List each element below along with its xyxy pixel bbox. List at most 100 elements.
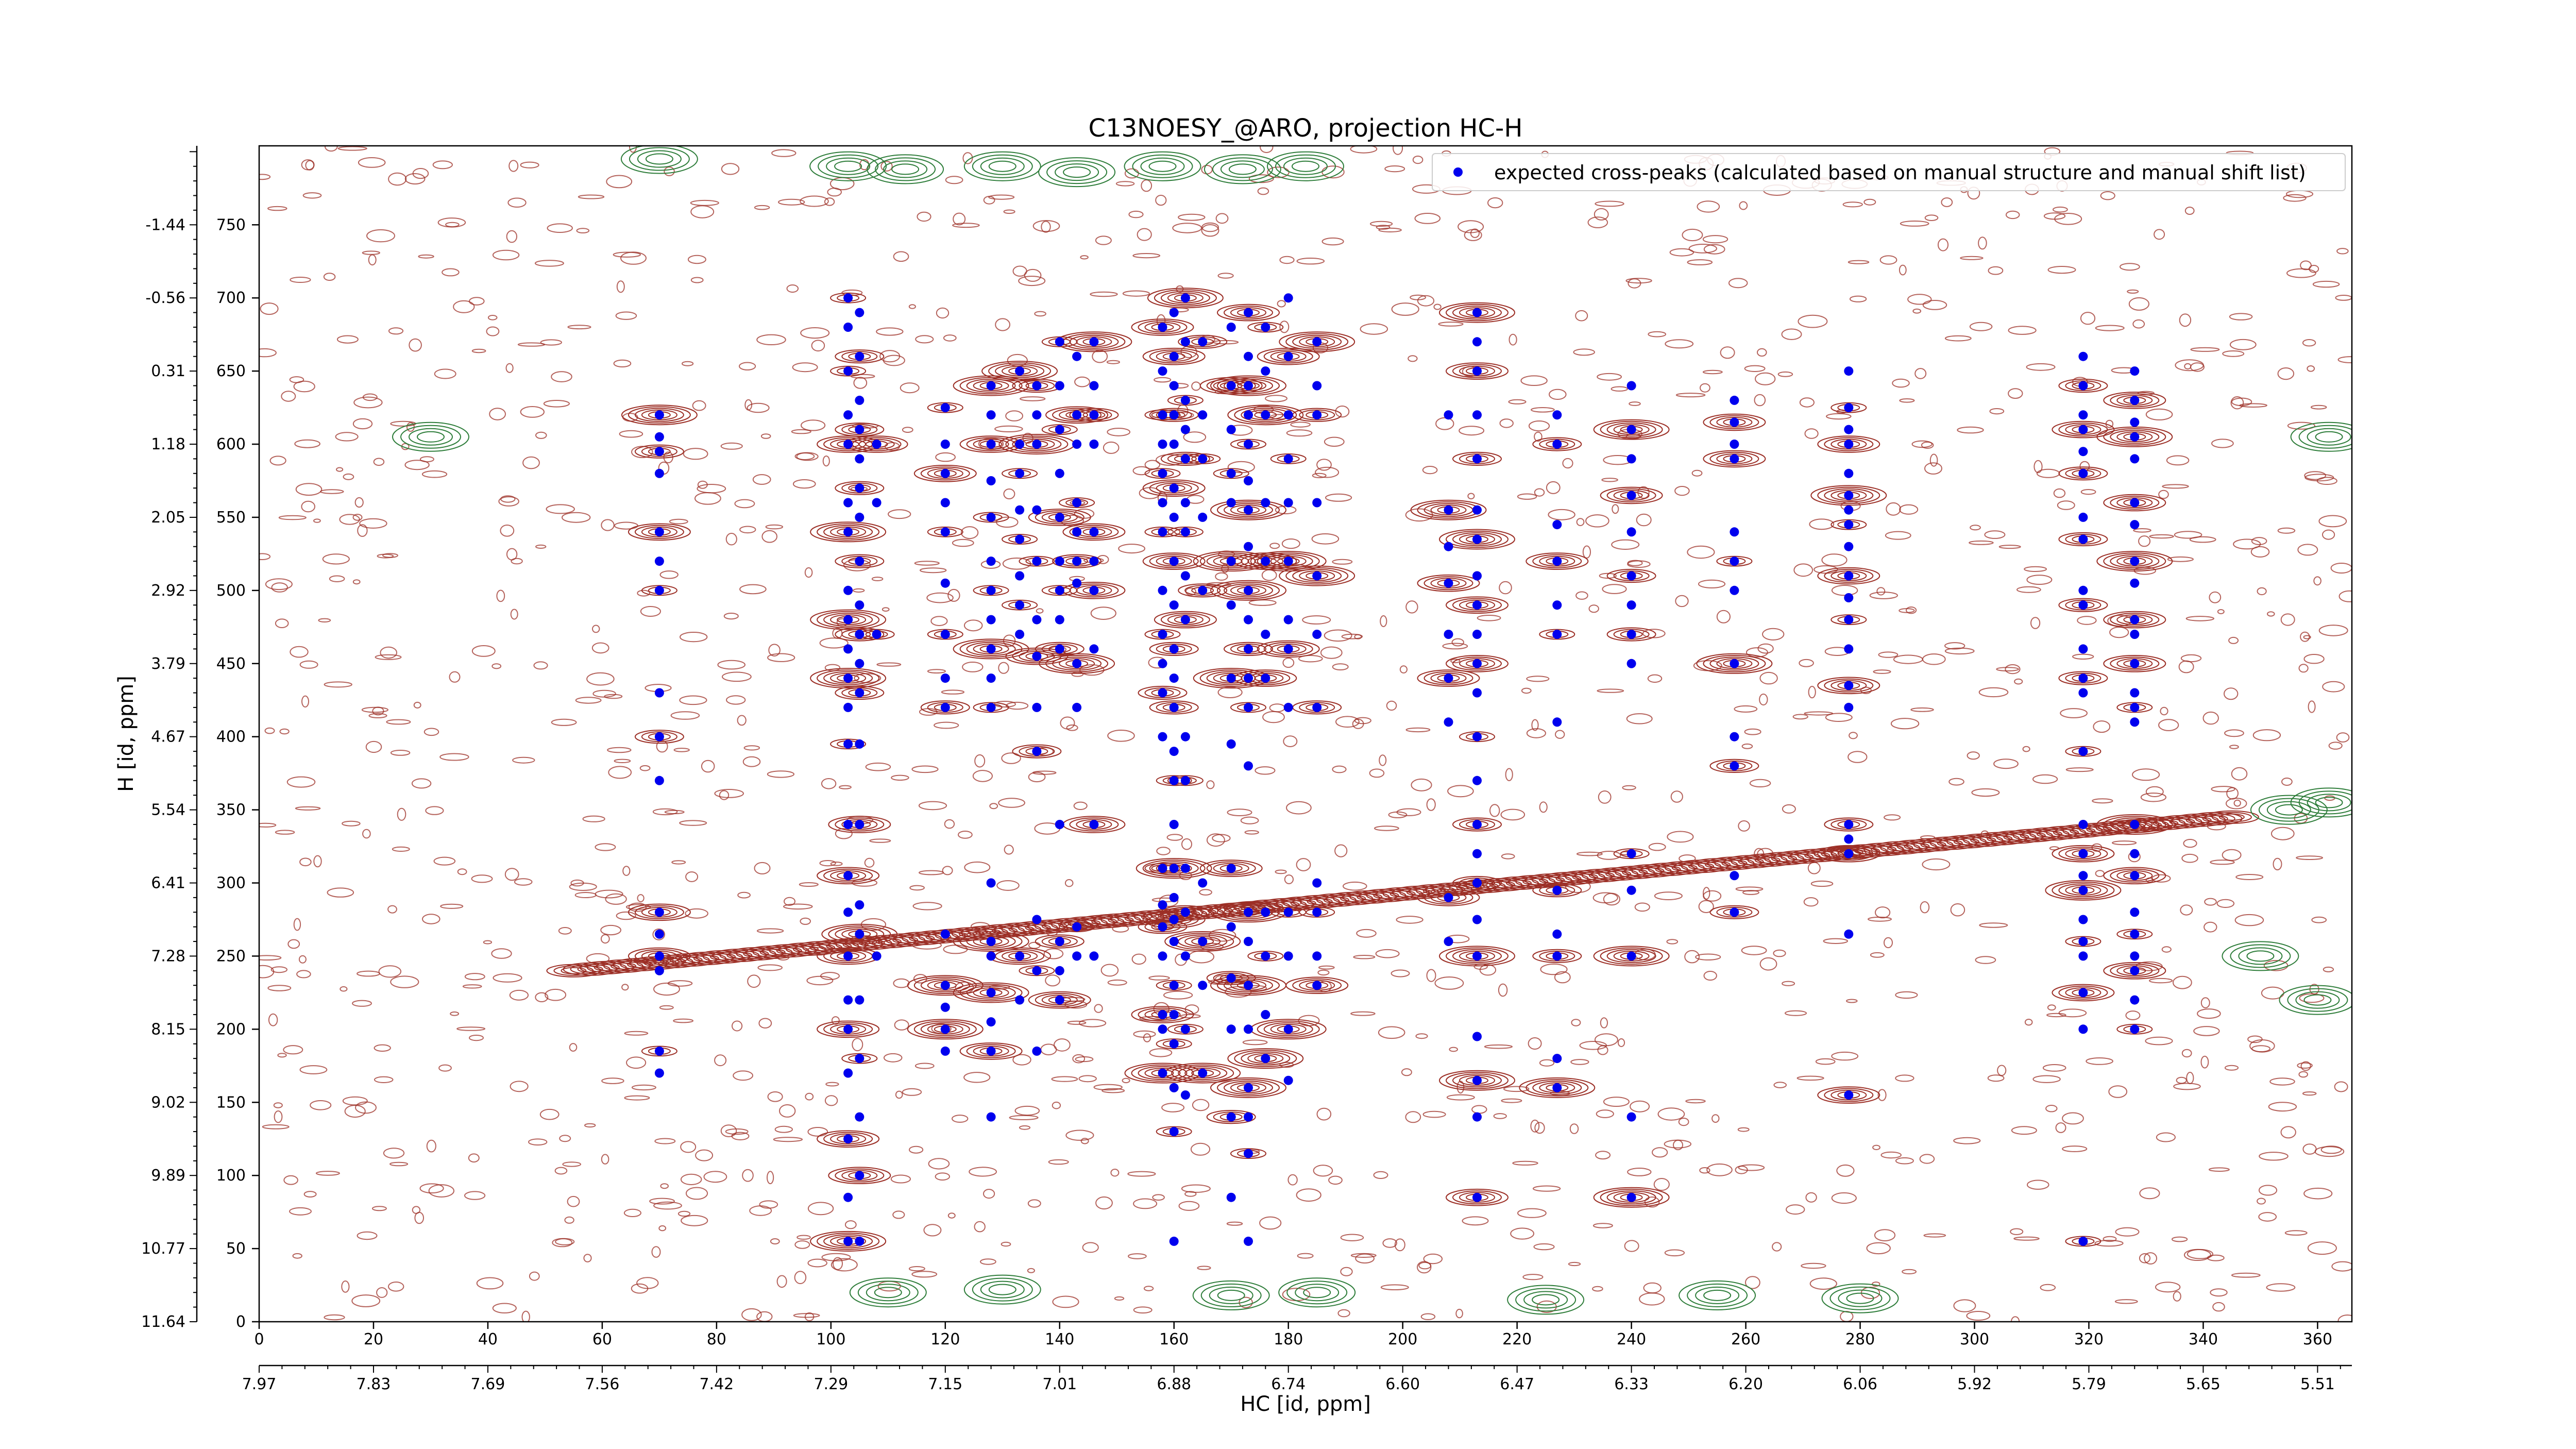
noise-contour (1201, 224, 1219, 237)
noise-contour (456, 1026, 486, 1031)
cross-peak (1244, 761, 1253, 771)
peak-contour (927, 526, 963, 537)
noise-contour (1997, 1065, 2007, 1076)
noise-contour (1877, 1089, 1887, 1101)
noise-contour (784, 897, 795, 906)
cross-peak (986, 557, 996, 566)
cross-peak (1089, 337, 1099, 347)
noise-contour (996, 880, 1020, 891)
cross-peak (1226, 498, 1236, 508)
noise-contour (2005, 664, 2021, 675)
cross-peak (1844, 520, 1854, 530)
peak-contour (1292, 978, 1342, 992)
noise-contour (2033, 460, 2043, 474)
cross-peak (2078, 468, 2088, 478)
noise-contour (694, 492, 721, 505)
cross-peak (654, 1068, 664, 1078)
y-axis-right-labels: 0501001502002503003504004505005506006507… (216, 216, 259, 1331)
noise-contour (685, 1187, 708, 1200)
cross-peak (843, 951, 853, 961)
peak-contour (1156, 409, 1192, 420)
cross-peak (1158, 1024, 1167, 1034)
noise-contour (506, 230, 517, 243)
cross-peak (986, 585, 996, 595)
noise-contour (1759, 957, 1777, 971)
peak-contour (628, 523, 691, 541)
noise-contour (1801, 1262, 1826, 1269)
peak-contour (2103, 867, 2166, 885)
cross-peak (1844, 440, 1854, 449)
noise-contour (1353, 955, 1376, 959)
cross-peak (2078, 885, 2088, 895)
noise-contour (1895, 991, 1918, 999)
noise-contour (1669, 248, 1694, 257)
cross-peak (1626, 1112, 1636, 1122)
cross-peak (1472, 951, 1482, 961)
cross-peak (654, 966, 664, 975)
noise-contour (825, 1082, 839, 1087)
noise-contour (471, 645, 496, 657)
noise-contour (1093, 1084, 1123, 1091)
noise-contour (2180, 904, 2193, 916)
peak-contour (835, 423, 885, 437)
noise-contour (1821, 553, 1848, 567)
diagonal-contour (2211, 812, 2252, 822)
peak-contour (1459, 951, 1495, 962)
noise-contour (2092, 798, 2113, 804)
cross-peak (1844, 491, 1854, 500)
noise-contour (658, 1225, 667, 1232)
noise-contour (1993, 759, 2019, 769)
noise-contour (671, 860, 686, 865)
x-tick-label: 100 (816, 1330, 845, 1349)
noise-contour (664, 810, 685, 815)
negative-contour (857, 1280, 919, 1305)
peak-contour (1459, 1075, 1495, 1086)
cross-peak (1089, 644, 1099, 654)
cross-peak (1244, 615, 1253, 625)
peak-contour (1459, 1192, 1495, 1203)
cross-peak (1283, 644, 1293, 654)
cross-peak (986, 615, 996, 625)
peak-contour (2110, 495, 2160, 510)
cross-peak (986, 476, 996, 485)
noise-contour (1874, 1229, 1896, 1242)
noise-contour (1831, 1192, 1857, 1204)
noise-contour (1159, 895, 1179, 907)
cross-peak (1261, 907, 1270, 917)
noise-contour (1435, 417, 1454, 430)
noise-contour (1588, 604, 1599, 613)
cross-peak (1244, 1112, 1253, 1122)
noise-contour (871, 577, 884, 581)
peak-contour (927, 1023, 963, 1035)
cross-peak (1198, 410, 1208, 420)
noise-contour (273, 1102, 283, 1108)
cross-peak (1261, 323, 1270, 332)
peak-contour (1250, 551, 1327, 572)
noise-contour (2127, 289, 2139, 294)
noise-contour (1703, 244, 1725, 255)
noise-contour (1302, 615, 1331, 625)
y-tick-label: 0 (236, 1313, 246, 1331)
peak-contour (1696, 653, 1773, 674)
noise-contour (659, 1005, 674, 1010)
peak-contour (1279, 331, 1355, 352)
cross-peak (1089, 527, 1099, 537)
noise-contour (639, 765, 651, 771)
cross-peak (654, 432, 664, 442)
noise-contour (368, 254, 377, 266)
peak-contour (920, 466, 970, 481)
cross-peak (855, 1171, 865, 1181)
cross-peak (940, 498, 950, 508)
peak-contour (1270, 351, 1307, 362)
noise-contour (2010, 1228, 2024, 1235)
cross-peak (1626, 381, 1636, 391)
noise-contour (1396, 916, 1423, 924)
peak-contour (1062, 523, 1126, 541)
cross-peak (654, 688, 664, 698)
cross-peak (1552, 951, 1562, 961)
noise-contour (340, 986, 348, 992)
noise-contour (1503, 1086, 1530, 1092)
peak-contour (1041, 424, 1078, 435)
noise-contour (1027, 1268, 1036, 1273)
peak-contour (835, 481, 885, 495)
